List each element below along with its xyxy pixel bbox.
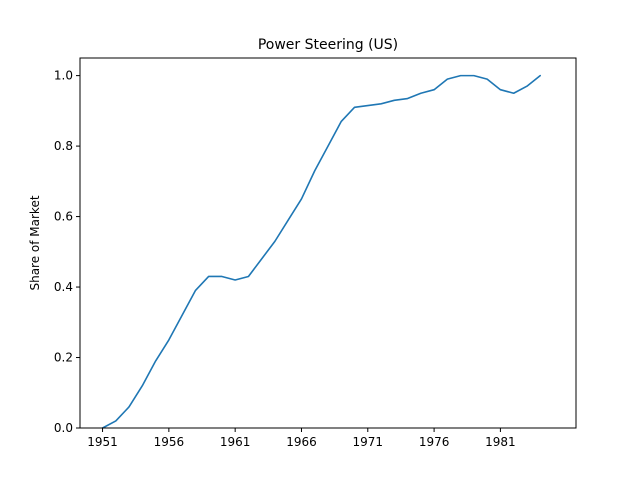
chart-title: Power Steering (US) xyxy=(258,37,398,53)
y-tick-label: 1.0 xyxy=(54,69,73,83)
plot-frame xyxy=(79,57,577,429)
y-axis-label: Share of Market xyxy=(28,195,42,290)
x-tick-label: 1961 xyxy=(220,435,251,449)
y-tick-label: 0.0 xyxy=(54,421,73,435)
x-tick-label: 1966 xyxy=(286,435,317,449)
plot-area xyxy=(101,74,541,429)
series-line xyxy=(101,74,541,429)
y-tick-label: 0.8 xyxy=(54,139,73,153)
x-tick-label: 1976 xyxy=(419,435,450,449)
y-tick-label: 0.6 xyxy=(54,210,73,224)
x-tick-label: 1951 xyxy=(87,435,118,449)
x-tick-label: 1971 xyxy=(353,435,384,449)
y-tick-label: 0.4 xyxy=(54,280,73,294)
x-tick-label: 1981 xyxy=(485,435,516,449)
y-tick-label: 0.2 xyxy=(54,351,73,365)
x-tick-label: 1956 xyxy=(154,435,185,449)
